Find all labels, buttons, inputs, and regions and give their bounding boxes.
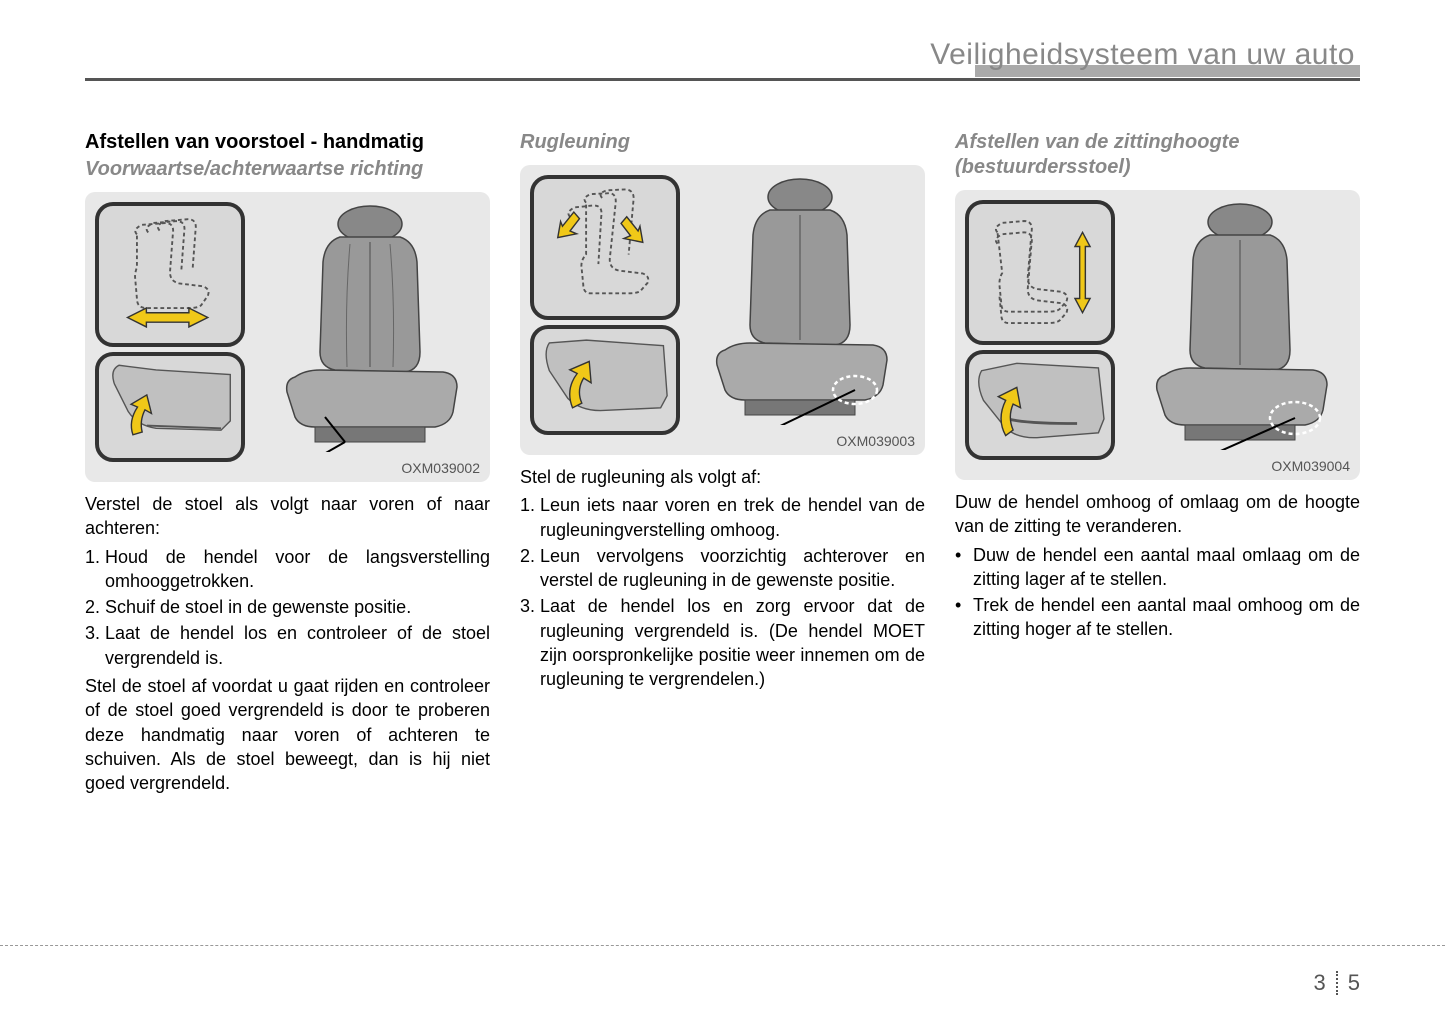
seat-lever-icon — [99, 356, 241, 458]
list-text: Leun vervolgens voorzichtig achterover e… — [540, 544, 925, 593]
list-2: 1. Leun iets naar voren en trek de hende… — [520, 493, 925, 691]
figure-2-inset-bottom — [530, 325, 680, 435]
seat-height-lever-icon — [969, 354, 1111, 456]
list-item: 3. Laat de hendel los en controleer of d… — [85, 621, 490, 670]
seat-recline-lever-icon — [534, 329, 676, 431]
list-item: 3. Laat de hendel los en zorg ervoor dat… — [520, 594, 925, 691]
seat-illustration-3 — [1135, 200, 1345, 450]
bullet-list-3: • Duw de hendel een aantal maal omlaag o… — [955, 543, 1360, 642]
list-text: Leun iets naar voren en trek de hendel v… — [540, 493, 925, 542]
figure-3: OXM039004 — [955, 190, 1360, 480]
list-text: Trek de hendel een aantal maal omhoog om… — [973, 593, 1360, 642]
intro-text-3: Duw de hendel omhoog of omlaag om de hoo… — [955, 490, 1360, 539]
figure-code-3: OXM039004 — [1271, 458, 1350, 474]
footer-chapter: 3 — [1314, 970, 1326, 996]
list-item: 2. Schuif de stoel in de gewenste positi… — [85, 595, 490, 619]
bullet-icon: • — [955, 543, 973, 592]
header-underline — [85, 78, 1360, 81]
figure-1-inset-top — [95, 202, 245, 347]
list-number: 1. — [520, 493, 540, 542]
seat-recline-icon — [534, 179, 676, 316]
main-content: Afstellen van voorstoel - handmatig Voor… — [85, 130, 1360, 800]
figure-code-1: OXM039002 — [401, 460, 480, 476]
seat-fwd-back-icon — [99, 206, 241, 343]
figure-3-inset-bottom — [965, 350, 1115, 460]
cut-line — [0, 945, 1445, 946]
page-footer: 3 5 — [1314, 970, 1361, 996]
column-1: Afstellen van voorstoel - handmatig Voor… — [85, 130, 490, 800]
outro-text-1: Stel de stoel af voordat u gaat rijden e… — [85, 674, 490, 795]
list-number: 2. — [85, 595, 105, 619]
column-3: Afstellen van de zittinghoogte (bestuurd… — [955, 130, 1360, 800]
list-item: • Trek de hendel een aantal maal omhoog … — [955, 593, 1360, 642]
section-subtitle-2: Rugleuning — [520, 130, 925, 155]
section-subtitle-1: Voorwaartse/achterwaartse richting — [85, 157, 490, 182]
list-text: Laat de hendel los en zorg ervoor dat de… — [540, 594, 925, 691]
list-text: Laat de hendel los en controleer of de s… — [105, 621, 490, 670]
figure-1: OXM039002 — [85, 192, 490, 482]
section-subtitle-3: Afstellen van de zittinghoogte (bestuurd… — [955, 130, 1360, 180]
list-item: 1. Houd de hendel voor de langsverstelli… — [85, 545, 490, 594]
figure-2: OXM039003 — [520, 165, 925, 455]
figure-1-inset-bottom — [95, 352, 245, 462]
seat-illustration-2 — [700, 175, 910, 425]
list-item: 1. Leun iets naar voren en trek de hende… — [520, 493, 925, 542]
header-title: Veiligheidsysteem van uw auto — [930, 38, 1360, 72]
list-number: 2. — [520, 544, 540, 593]
list-number: 1. — [85, 545, 105, 594]
figure-code-2: OXM039003 — [836, 433, 915, 449]
intro-text-2: Stel de rugleuning als volgt af: — [520, 465, 925, 489]
list-text: Schuif de stoel in de gewenste positie. — [105, 595, 490, 619]
seat-height-icon — [969, 204, 1111, 341]
list-number: 3. — [85, 621, 105, 670]
column-2: Rugleuning — [520, 130, 925, 800]
figure-2-inset-top — [530, 175, 680, 320]
footer-page: 5 — [1348, 970, 1360, 996]
bullet-icon: • — [955, 593, 973, 642]
list-text: Houd de hendel voor de langsverstelling … — [105, 545, 490, 594]
list-1: 1. Houd de hendel voor de langsverstelli… — [85, 545, 490, 670]
list-item: 2. Leun vervolgens voorzichtig achterove… — [520, 544, 925, 593]
page-header: Veiligheidsysteem van uw auto — [85, 38, 1360, 80]
list-text: Duw de hendel een aantal maal omlaag om … — [973, 543, 1360, 592]
footer-divider — [1336, 971, 1338, 995]
list-item: • Duw de hendel een aantal maal omlaag o… — [955, 543, 1360, 592]
list-number: 3. — [520, 594, 540, 691]
figure-3-inset-top — [965, 200, 1115, 345]
seat-illustration-1 — [265, 202, 475, 452]
section-title-1: Afstellen van voorstoel - handmatig — [85, 130, 490, 155]
intro-text-1: Verstel de stoel als volgt naar voren of… — [85, 492, 490, 541]
